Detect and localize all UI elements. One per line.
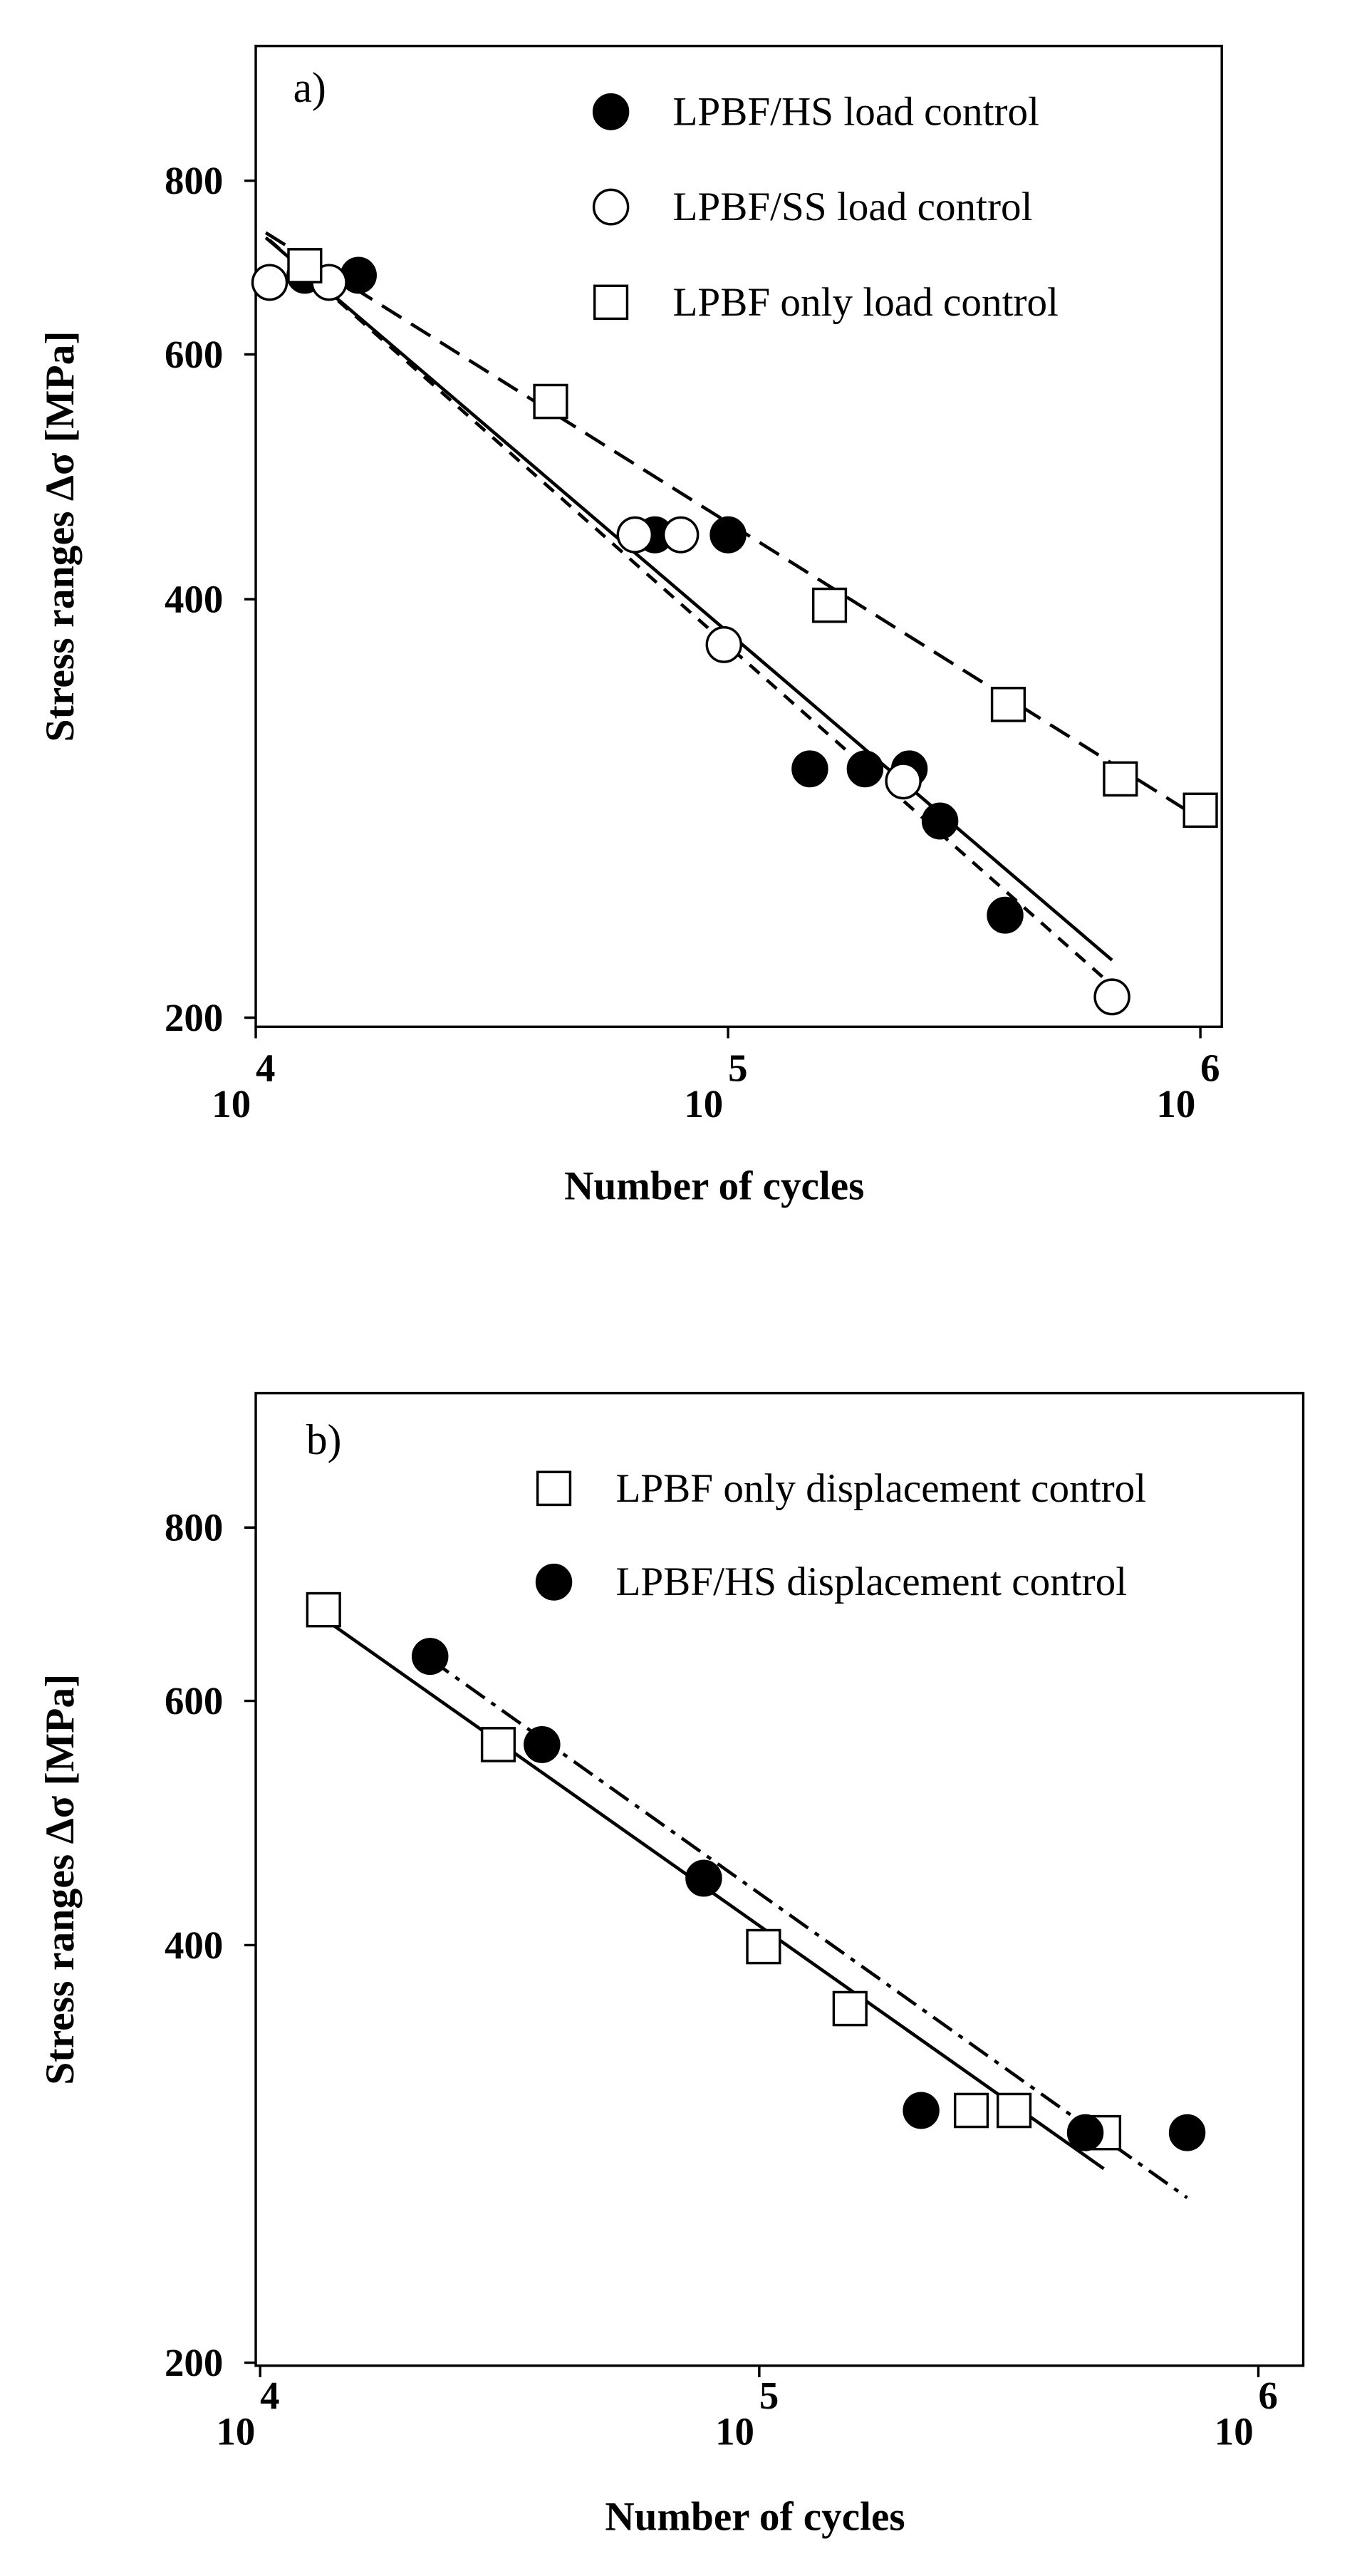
fit-line	[269, 239, 1113, 987]
data-point	[662, 516, 700, 554]
data-point	[903, 2092, 940, 2129]
data-point	[287, 248, 323, 284]
plot-frame	[254, 1391, 1305, 2367]
panel-label: b)	[306, 1416, 342, 1463]
data-point	[997, 2092, 1032, 2129]
data-point	[811, 587, 848, 623]
legend-marker	[593, 284, 629, 321]
data-point	[746, 1928, 781, 1965]
x-tick-label: 10	[216, 2409, 255, 2453]
x-tick-exponent: 4	[256, 1046, 275, 1089]
data-point	[1168, 2114, 1206, 2151]
x-tick-label: 10	[1156, 1082, 1195, 1126]
y-tick-label: 600	[165, 1679, 223, 1723]
data-point	[885, 762, 922, 800]
data-point	[685, 1859, 722, 1897]
x-tick-label: 10	[212, 1082, 251, 1126]
y-tick-label: 400	[165, 577, 223, 620]
y-tick-label: 600	[165, 333, 223, 376]
x-tick-exponent: 5	[728, 1046, 747, 1089]
y-tick-label: 800	[165, 159, 223, 202]
legend-label: LPBF/HS load control	[672, 89, 1039, 134]
x-tick-exponent: 6	[1259, 2374, 1278, 2417]
x-tick-label: 10	[684, 1082, 723, 1126]
data-point	[533, 383, 568, 420]
data-point	[705, 625, 743, 663]
data-point	[1103, 761, 1138, 797]
panel-label: a)	[293, 64, 326, 111]
x-tick-label: 10	[1215, 2409, 1254, 2453]
y-tick-label: 400	[165, 1923, 223, 1967]
fit-line	[264, 236, 1113, 962]
data-point	[832, 1990, 868, 2027]
legend-marker	[535, 1563, 573, 1601]
data-point	[251, 264, 288, 301]
legend-marker	[592, 188, 630, 226]
data-point	[524, 1725, 561, 1763]
data-point	[1093, 978, 1130, 1016]
data-point	[846, 750, 884, 788]
data-point	[921, 802, 959, 840]
data-point	[987, 896, 1024, 934]
x-axis-title: Number of cycles	[564, 1163, 864, 1208]
legend-marker	[536, 1470, 572, 1507]
data-point	[1066, 2114, 1104, 2151]
y-axis-title: Stress ranges Δσ [MPa]	[38, 331, 83, 742]
x-tick-label: 10	[715, 2409, 754, 2453]
data-point	[791, 750, 828, 788]
y-tick-label: 200	[165, 2341, 223, 2384]
legend-marker	[592, 93, 630, 130]
y-tick-label: 200	[165, 996, 223, 1039]
data-point	[953, 2092, 989, 2129]
data-point	[412, 1638, 449, 1676]
legend-label: LPBF/SS load control	[672, 185, 1032, 229]
plot-frame	[254, 44, 1223, 1029]
data-point	[709, 516, 747, 554]
y-tick-label: 800	[165, 1506, 223, 1549]
data-point	[1182, 792, 1218, 829]
legend-label: LPBF/HS displacement control	[615, 1559, 1127, 1604]
x-axis-title: Number of cycles	[605, 2494, 905, 2539]
data-point	[306, 1591, 341, 1628]
data-point	[480, 1727, 516, 1762]
data-point	[990, 687, 1026, 722]
legend-label: LPBF only load control	[672, 280, 1058, 325]
x-tick-exponent: 4	[260, 2374, 279, 2417]
legend-label: LPBF only displacement control	[615, 1466, 1146, 1511]
y-axis-title: Stress ranges Δσ [MPa]	[38, 1674, 83, 2085]
data-point	[616, 516, 654, 554]
x-tick-exponent: 5	[759, 2374, 779, 2417]
x-tick-exponent: 6	[1200, 1046, 1220, 1089]
